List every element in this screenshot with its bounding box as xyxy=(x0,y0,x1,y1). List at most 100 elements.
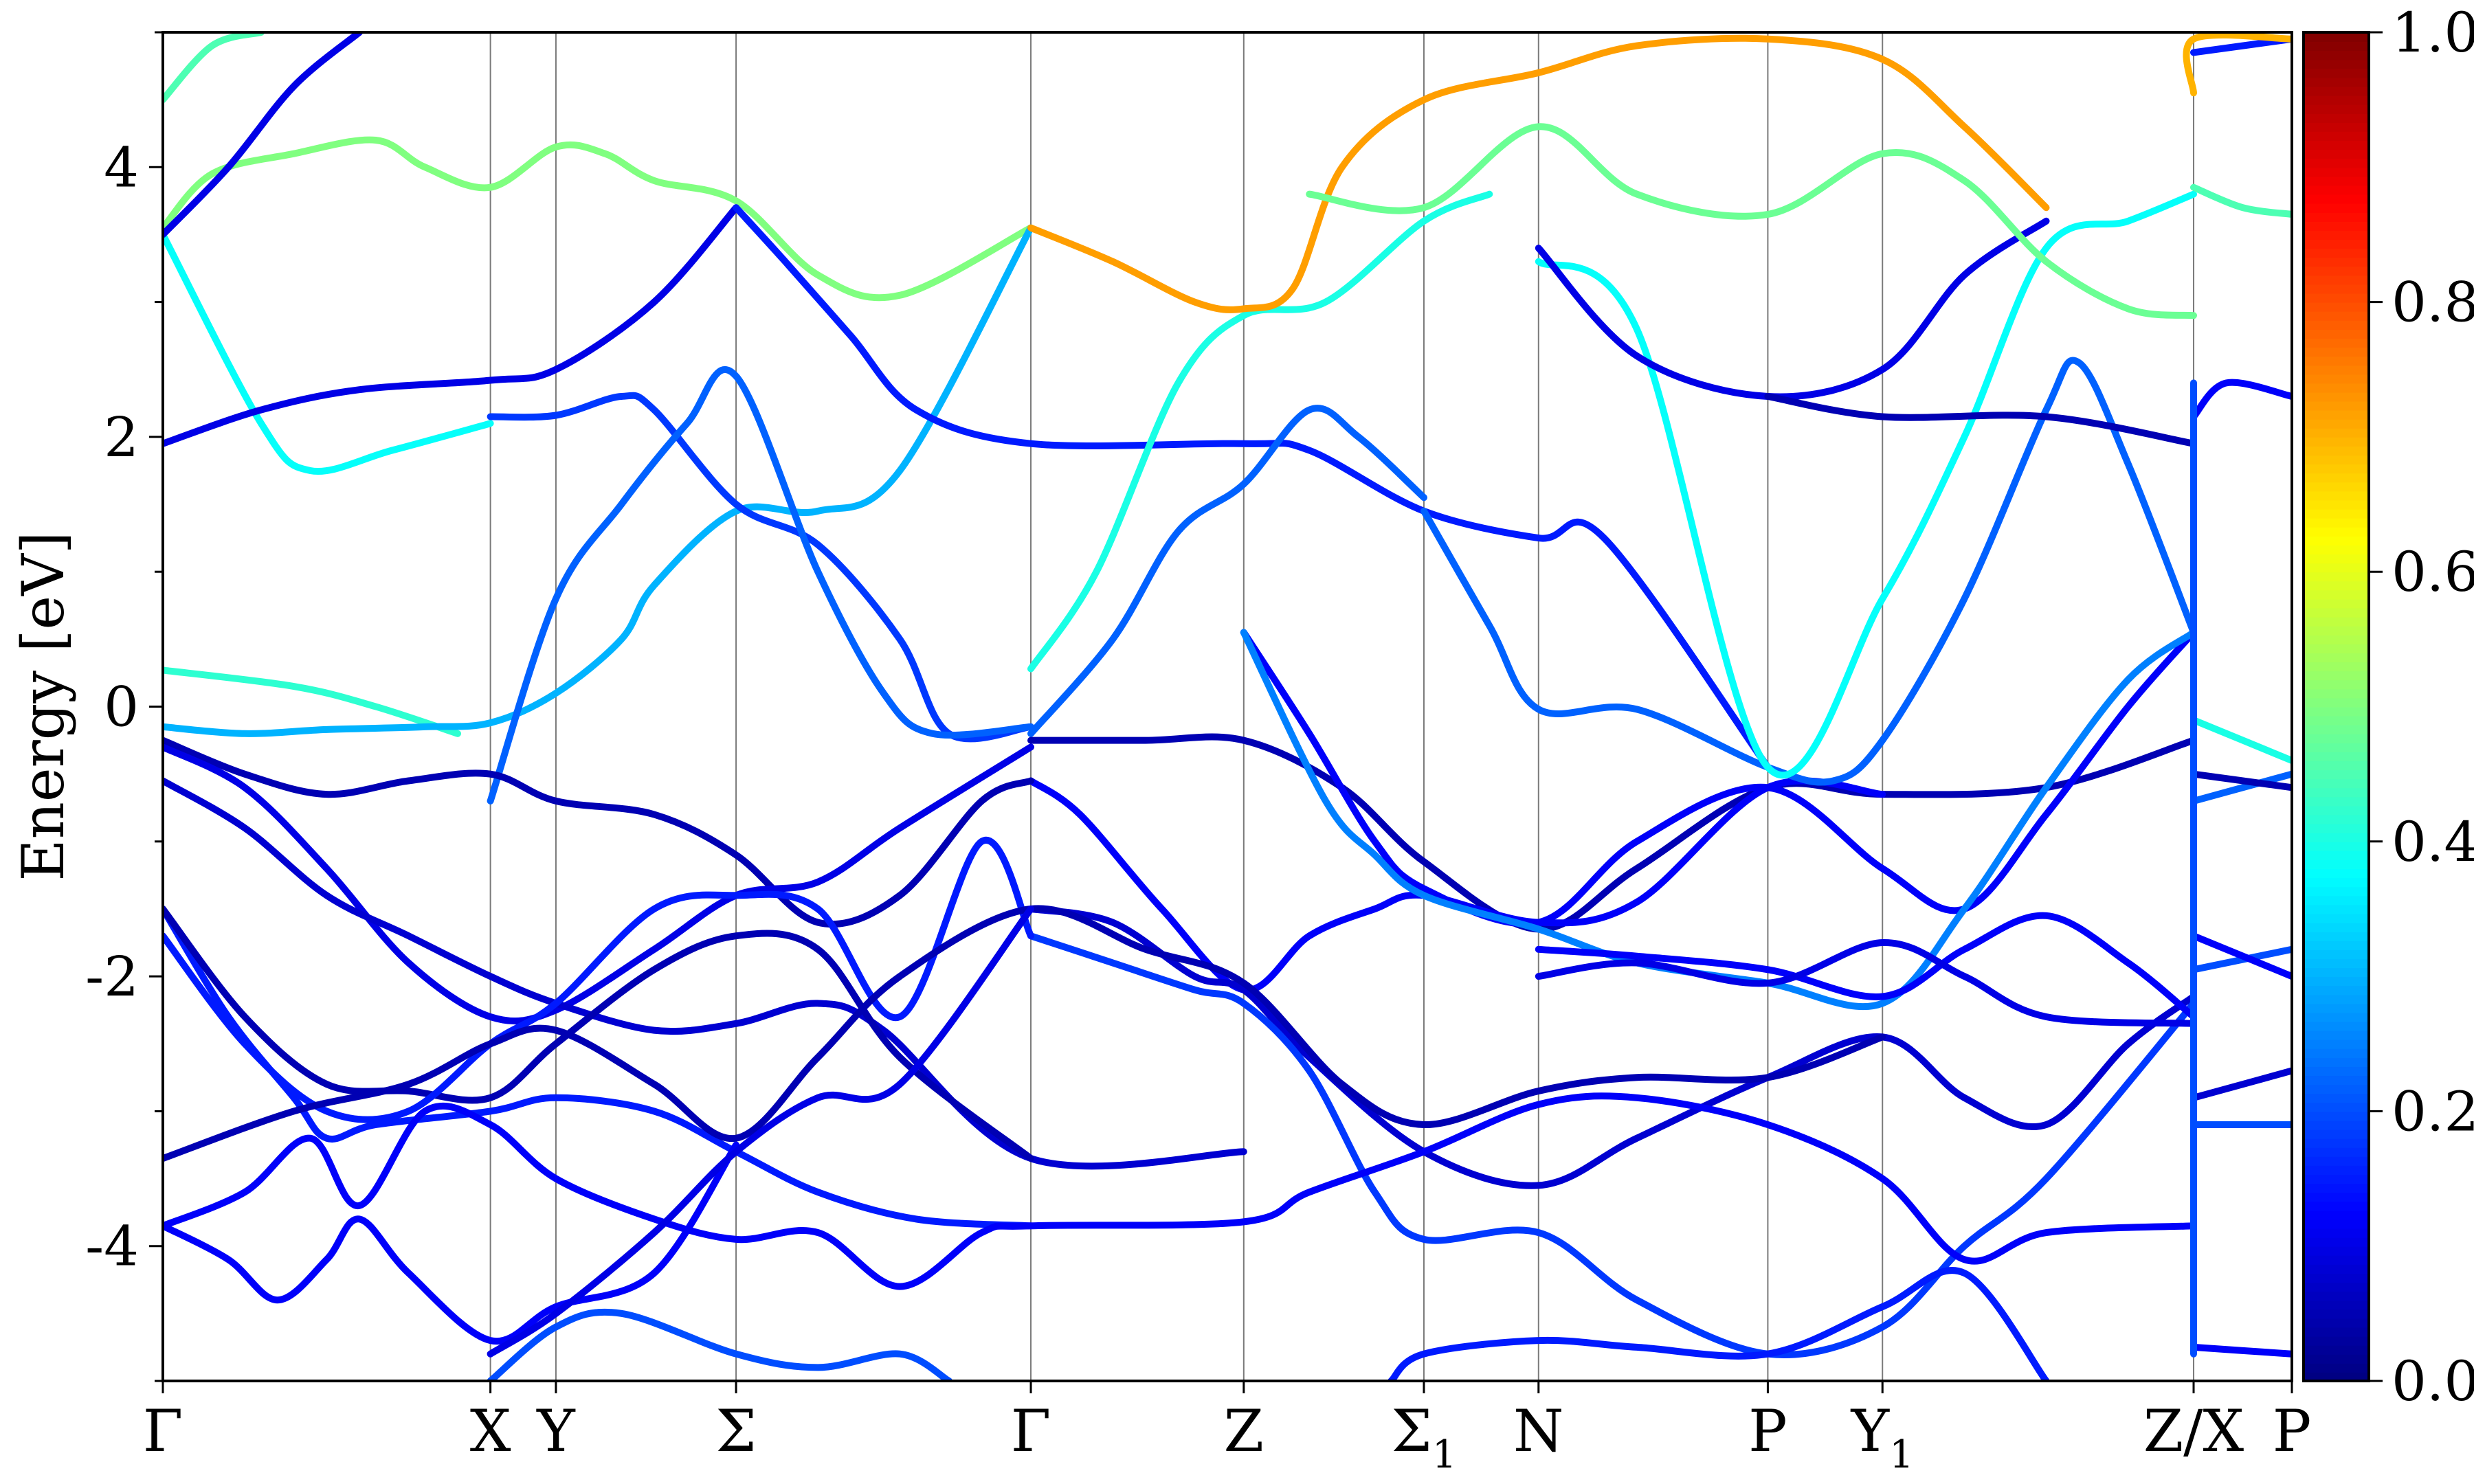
colorbar-segment xyxy=(2304,41,2369,52)
colorbar-segment xyxy=(2304,131,2369,142)
band-line xyxy=(487,392,1034,743)
band-line xyxy=(163,204,740,447)
colorbar-tick-label: 0.2 xyxy=(2392,1079,2474,1143)
band-line xyxy=(163,737,1034,928)
colorbar-segment xyxy=(2304,176,2369,186)
colorbar-segment xyxy=(2304,113,2369,123)
colorbar-segment xyxy=(2304,607,2369,618)
colorbar-segment xyxy=(2304,275,2369,285)
colorbar-segment xyxy=(2304,751,2369,762)
colorbar-segment xyxy=(2304,1282,2369,1292)
colorbar-segment xyxy=(2304,293,2369,303)
colorbar-segment xyxy=(2304,1371,2369,1382)
colorbar-segment xyxy=(2304,1003,2369,1013)
colorbar-segment xyxy=(2304,248,2369,258)
colorbar-segment xyxy=(2304,1165,2369,1176)
colorbar-segment xyxy=(2304,149,2369,159)
colorbar-segment xyxy=(2304,1102,2369,1112)
colorbar-segment xyxy=(2304,1228,2369,1238)
band-line xyxy=(1535,190,2197,779)
colorbar-segment xyxy=(2304,958,2369,969)
kpoint-label: N xyxy=(1513,1397,1564,1465)
colorbar-segment xyxy=(2304,733,2369,743)
colorbar-segment xyxy=(2304,535,2369,546)
colorbar-segment xyxy=(2304,1075,2369,1086)
colorbar-segment xyxy=(2304,257,2369,267)
colorbar-segment xyxy=(2304,1362,2369,1373)
colorbar-segment xyxy=(2304,328,2369,339)
colorbar-segment xyxy=(2304,796,2369,807)
band-lines xyxy=(163,32,2292,1381)
band-line xyxy=(1027,906,2197,1189)
colorbar-segment xyxy=(2304,499,2369,510)
colorbar-segment xyxy=(2304,167,2369,177)
colorbar-segment xyxy=(2304,634,2369,644)
colorbar-segment xyxy=(2304,940,2369,950)
band-line xyxy=(163,905,1886,1162)
colorbar-segment xyxy=(2304,769,2369,780)
colorbar-segment xyxy=(2304,1039,2369,1049)
colorbar-segment xyxy=(2304,742,2369,752)
colorbar-segment xyxy=(2304,859,2369,870)
colorbar-segment xyxy=(2304,517,2369,528)
colorbar-segment xyxy=(2304,581,2369,591)
colorbar-segment xyxy=(2304,1246,2369,1256)
colorbar-segment xyxy=(2304,1084,2369,1094)
colorbar-segment xyxy=(2304,1138,2369,1148)
band-line xyxy=(1420,357,2197,786)
colorbar-segment xyxy=(2304,212,2369,222)
colorbar-segment xyxy=(2304,877,2369,888)
band-line xyxy=(2190,1067,2292,1101)
band-line xyxy=(1240,629,2197,928)
band-line xyxy=(163,1141,740,1345)
colorbar-segment xyxy=(2304,140,2369,150)
colorbar-segment xyxy=(2304,841,2369,851)
colorbar-segment xyxy=(2304,967,2369,978)
kpoint-label: Y1 xyxy=(1851,1397,1914,1477)
band-line xyxy=(1027,190,1493,673)
plot-frame xyxy=(161,31,2293,1382)
colorbar-segment xyxy=(2304,95,2369,105)
colorbar-segment xyxy=(2304,572,2369,582)
colorbar-segment xyxy=(2304,625,2369,636)
colorbar-segment xyxy=(2304,1147,2369,1157)
colorbar-segment xyxy=(2304,319,2369,330)
colorbar-segment xyxy=(2304,1048,2369,1058)
band-line xyxy=(2183,32,2292,97)
colorbar-segment xyxy=(2304,1272,2369,1283)
colorbar-segment xyxy=(2304,383,2369,393)
kpoint-label: P xyxy=(1748,1397,1787,1465)
colorbar-segment xyxy=(2304,886,2369,897)
colorbar-segment xyxy=(2304,706,2369,717)
colorbar-segment xyxy=(2304,32,2369,43)
x-axis: Γ X Y Σ Γ Z Σ1 N P Y1 Z/X P xyxy=(143,1381,2311,1477)
colorbar-segment xyxy=(2304,994,2369,1004)
colorbar-segment xyxy=(2304,526,2369,537)
colorbar-segment xyxy=(2304,616,2369,627)
y-tick-label: 0 xyxy=(104,675,139,739)
colorbar-segment xyxy=(2304,1210,2369,1220)
colorbar-segment xyxy=(2304,158,2369,168)
colorbar-segment xyxy=(2304,401,2369,411)
colorbar-segment xyxy=(2304,1318,2369,1328)
colorbar-segment xyxy=(2304,1120,2369,1130)
colorbar-segment xyxy=(2304,643,2369,653)
colorbar-segment xyxy=(2304,662,2369,672)
colorbar-tick-label: 1.0 xyxy=(2392,1,2474,65)
colorbar-segment xyxy=(2304,122,2369,132)
colorbar-segment xyxy=(2304,913,2369,923)
colorbar-segment xyxy=(2304,554,2369,564)
colorbar-segment xyxy=(2304,418,2369,429)
colorbar-segment xyxy=(2304,374,2369,384)
band-line xyxy=(487,366,1034,805)
band-line xyxy=(1535,217,2050,401)
band-line xyxy=(1535,938,2197,1027)
colorbar-segment xyxy=(2304,715,2369,726)
colorbar-segment xyxy=(2304,508,2369,519)
colorbar-segment xyxy=(2304,464,2369,474)
kpoint-subscript: 1 xyxy=(1432,1432,1457,1477)
colorbar-segment xyxy=(2304,544,2369,555)
kpoint-label: Σ xyxy=(715,1397,756,1465)
band-line xyxy=(163,906,1034,1162)
